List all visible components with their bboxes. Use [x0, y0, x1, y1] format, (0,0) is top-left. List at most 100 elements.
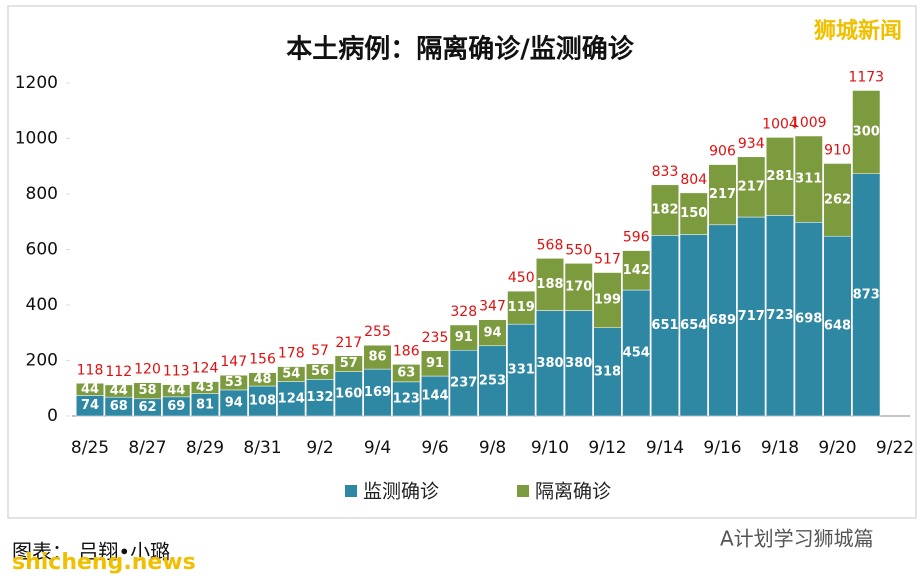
- data-label: 58: [138, 383, 156, 398]
- total-label: 347: [479, 299, 506, 315]
- data-label: 91: [455, 330, 473, 345]
- bar-segment: [766, 215, 794, 417]
- total-label: 217: [335, 335, 362, 351]
- total-label: 450: [508, 270, 535, 286]
- data-label: 160: [335, 386, 362, 401]
- bar-segment: [104, 384, 133, 398]
- bar-segment: [248, 372, 277, 387]
- data-label: 62: [138, 400, 156, 415]
- data-label: 217: [709, 187, 736, 202]
- total-label: 147: [220, 354, 247, 370]
- x-tick-label: 9/6: [421, 438, 448, 458]
- bar-segment: [334, 355, 363, 372]
- bar-segment: [363, 368, 392, 417]
- data-label: 86: [368, 350, 386, 365]
- data-label: 651: [651, 318, 678, 333]
- bar-segment: [76, 383, 104, 396]
- data-label: 873: [853, 287, 880, 302]
- data-label: 262: [824, 192, 851, 207]
- data-label: 689: [709, 313, 736, 328]
- bar-segment: [852, 173, 881, 417]
- data-label: 281: [766, 169, 793, 184]
- x-tick-label: 9/2: [306, 438, 333, 458]
- x-tick-label: 9/12: [588, 438, 626, 458]
- data-label: 44: [167, 383, 185, 398]
- legend-swatch: [345, 485, 357, 497]
- data-label: 132: [306, 390, 333, 405]
- bar-segment: [363, 344, 392, 370]
- bar-segment: [679, 234, 708, 417]
- bar-segment: [507, 290, 536, 325]
- data-label: 380: [565, 356, 592, 371]
- total-label: 113: [163, 364, 190, 380]
- bar-segment: [421, 350, 449, 377]
- x-tick-label: 8/29: [186, 438, 224, 458]
- x-tick-label: 9/22: [876, 438, 914, 458]
- data-label: 144: [421, 389, 448, 404]
- bar-segment: [478, 345, 507, 417]
- data-label: 53: [225, 375, 243, 390]
- bar-segment: [277, 381, 306, 417]
- x-tick-label: 9/8: [479, 438, 506, 458]
- bar-segment: [766, 137, 794, 216]
- total-label: 124: [192, 361, 219, 377]
- total-label: 120: [134, 362, 161, 378]
- total-label: 255: [364, 324, 391, 340]
- bar-segment: [593, 327, 622, 417]
- bar-segment: [449, 324, 478, 351]
- total-label: 910: [824, 142, 851, 158]
- data-label: 723: [766, 308, 793, 323]
- bar-segment: [306, 379, 334, 417]
- bar-segment: [622, 250, 651, 291]
- bar-segment: [191, 381, 219, 394]
- data-label: 94: [225, 395, 243, 410]
- data-label: 188: [536, 277, 563, 292]
- total-label: 1173: [848, 69, 884, 85]
- data-label: 44: [110, 384, 128, 399]
- total-label: 906: [709, 144, 736, 160]
- data-label: 142: [623, 263, 650, 278]
- bar-segment: [277, 366, 306, 382]
- bar-segment: [133, 382, 162, 400]
- x-tick-label: 9/4: [364, 438, 391, 458]
- bar-segment: [536, 310, 564, 417]
- bar-segment: [449, 349, 478, 417]
- credit: 图表： 吕翔•小璐: [12, 540, 170, 564]
- bar-segment: [421, 375, 449, 417]
- data-label: 237: [450, 376, 477, 391]
- bar-segment: [823, 235, 852, 417]
- x-tick-label: 8/25: [71, 438, 109, 458]
- site: shicheng.news: [12, 550, 196, 575]
- total-label: 328: [450, 304, 477, 320]
- bar-segment: [708, 164, 737, 226]
- total-label: 804: [680, 172, 707, 188]
- x-tick-label: 8/27: [128, 438, 166, 458]
- bar-segment: [392, 381, 421, 417]
- legend-label: 监测确诊: [363, 481, 439, 503]
- chart-title: 本土病例：隔离确诊/监测确诊: [286, 34, 634, 65]
- y-tick-label: 200: [26, 351, 58, 371]
- bar-segment: [478, 319, 507, 347]
- total-label: 934: [738, 136, 765, 152]
- data-label: 654: [680, 318, 707, 333]
- bar-segment: [737, 216, 766, 417]
- watermark: 狮城新闻: [814, 18, 902, 44]
- data-label: 124: [278, 391, 305, 406]
- total-label: 178: [278, 346, 305, 362]
- data-label: 108: [249, 394, 276, 409]
- x-tick-label: 9/16: [703, 438, 741, 458]
- bar-segment: [708, 224, 737, 417]
- bar-segment: [392, 364, 421, 383]
- bar-segment: [536, 258, 564, 311]
- legend-label: 隔离确诊: [535, 481, 611, 503]
- data-label: 74: [81, 398, 99, 413]
- data-label: 169: [364, 385, 391, 400]
- account: A计划学习狮城篇: [720, 527, 874, 551]
- bar-segment: [564, 263, 593, 311]
- data-label: 56: [311, 364, 329, 379]
- data-label: 253: [479, 373, 506, 388]
- bar-segment: [219, 389, 248, 417]
- data-label: 150: [680, 206, 707, 221]
- data-label: 57: [340, 356, 358, 371]
